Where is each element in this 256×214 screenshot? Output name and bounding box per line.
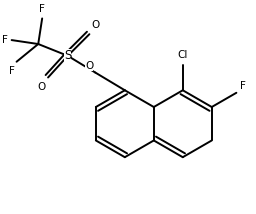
Text: O: O — [85, 61, 93, 71]
Text: O: O — [91, 20, 100, 30]
Text: F: F — [240, 81, 246, 91]
Text: F: F — [2, 35, 8, 45]
Text: F: F — [39, 4, 45, 15]
Text: F: F — [9, 66, 15, 76]
Text: O: O — [38, 82, 46, 92]
Text: Cl: Cl — [178, 50, 188, 60]
Text: S: S — [64, 49, 71, 62]
